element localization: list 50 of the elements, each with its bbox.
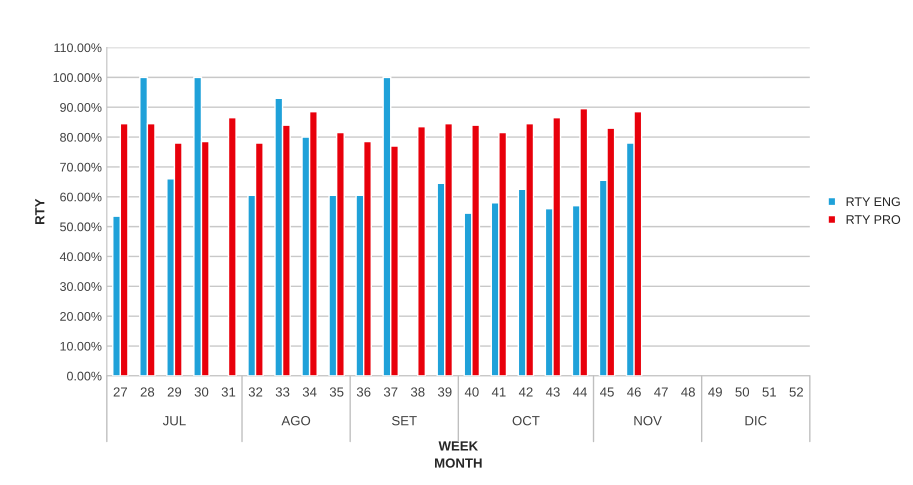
x-tick-label: 27 bbox=[114, 387, 128, 397]
x-tick-label: 31 bbox=[222, 387, 236, 397]
text: DIC bbox=[745, 416, 767, 426]
x-tick-label: 44 bbox=[572, 387, 587, 397]
y-tick-label: 80.00% bbox=[60, 132, 102, 142]
x-tick-label: 51 bbox=[762, 387, 776, 397]
x-tick-label: 36 bbox=[356, 387, 370, 397]
y-axis-title: RTY bbox=[35, 198, 44, 224]
y-tick-label: 20.00% bbox=[60, 312, 102, 321]
legend-label: RTY ENG bbox=[846, 197, 900, 206]
y-tick-label: 50.00% bbox=[60, 222, 102, 232]
x-tick-label: 50 bbox=[735, 387, 750, 397]
x-tick-label: 30 bbox=[194, 387, 208, 397]
y-tick-label: 10.00% bbox=[60, 342, 102, 351]
x-tick-label: 45 bbox=[600, 387, 614, 397]
y-tick-label: 110.00% bbox=[54, 43, 102, 52]
text: SET bbox=[392, 416, 417, 426]
text: AGO bbox=[281, 416, 310, 426]
text: NOV bbox=[634, 416, 662, 426]
x-tick-label: 32 bbox=[248, 387, 262, 397]
legend-label: RTY PRO bbox=[846, 215, 900, 224]
x-axis-title: WEEK MONTH bbox=[435, 441, 482, 468]
x-tick-label: 38 bbox=[410, 387, 425, 397]
y-tick-label: 70.00% bbox=[60, 162, 102, 172]
x-tick-label: 35 bbox=[330, 387, 344, 397]
x-tick-label: 41 bbox=[492, 387, 506, 397]
y-tick-label: 30.00% bbox=[60, 282, 102, 291]
x-tick-label: 49 bbox=[708, 387, 722, 397]
x-tick-label: 39 bbox=[438, 387, 452, 397]
y-tick-label: 60.00% bbox=[60, 192, 102, 202]
text: JUL bbox=[162, 416, 186, 426]
x-tick-label: 29 bbox=[168, 387, 182, 397]
x-tick-label: 33 bbox=[276, 387, 290, 397]
x-tick-label: 46 bbox=[627, 387, 641, 397]
x-tick-label: 47 bbox=[654, 387, 668, 397]
text: OCT bbox=[512, 416, 540, 426]
x-tick-label: 40 bbox=[464, 387, 479, 397]
y-tick-label: 0.00% bbox=[67, 372, 102, 381]
y-tick-label: 90.00% bbox=[60, 103, 102, 112]
x-tick-label: 43 bbox=[546, 387, 560, 397]
x-tick-label: 37 bbox=[384, 387, 398, 397]
x-tick-label: 52 bbox=[790, 387, 803, 397]
x-tick-label: 42 bbox=[518, 387, 533, 397]
x-tick-label: 28 bbox=[140, 387, 154, 397]
x-tick-label: 48 bbox=[681, 387, 695, 397]
bar bbox=[228, 116, 237, 376]
x-tick-label: 34 bbox=[302, 387, 317, 397]
y-tick-label: 100.00% bbox=[54, 73, 102, 82]
bar bbox=[417, 126, 426, 376]
y-tick-label: 40.00% bbox=[60, 252, 102, 262]
